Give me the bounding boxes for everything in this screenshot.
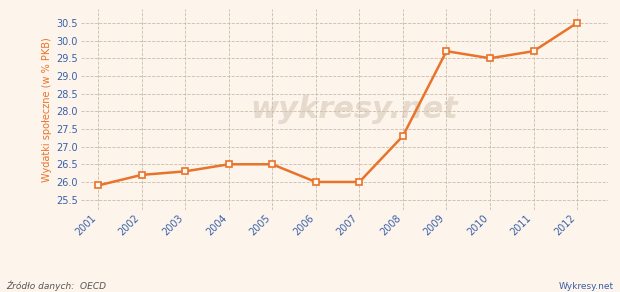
- Text: Źródło danych:  OECD: Źródło danych: OECD: [6, 281, 106, 291]
- Text: wykresy.net: wykresy.net: [250, 95, 459, 124]
- Y-axis label: Wydatki społeczne (w % PKB): Wydatki społeczne (w % PKB): [42, 37, 52, 182]
- Text: Wykresy.net: Wykresy.net: [559, 282, 614, 291]
